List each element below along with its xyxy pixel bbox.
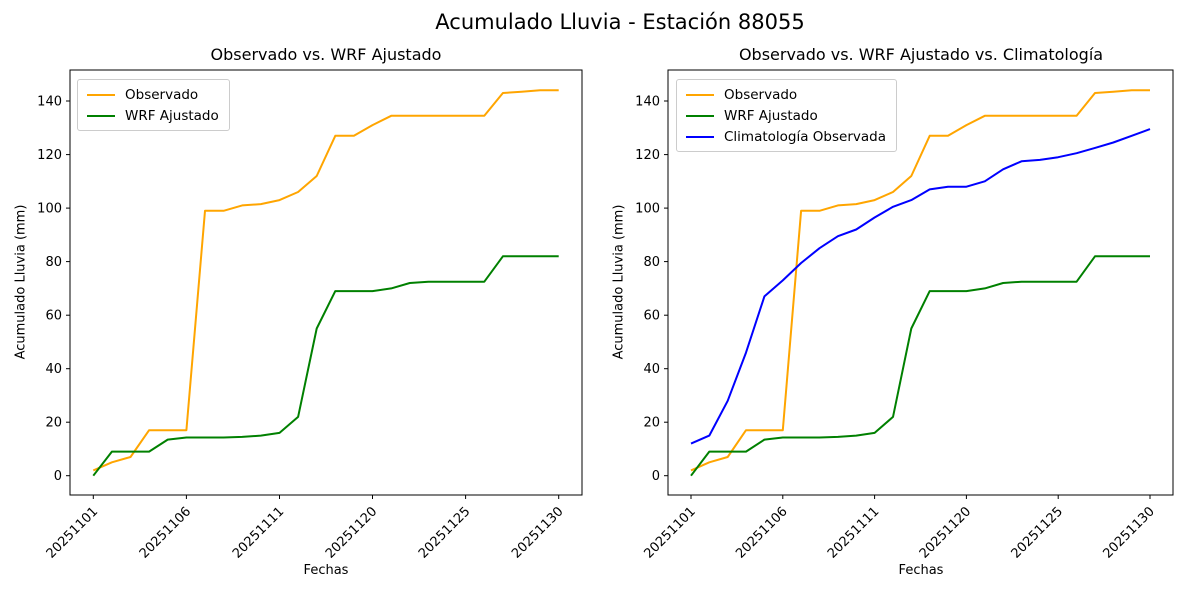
series-line-climatologia-observada <box>690 128 1151 445</box>
y-tick-label: 60 <box>45 309 62 324</box>
series-line-observado <box>92 89 559 472</box>
subplot-right-ylabel: Acumulado Lluvia (mm) <box>611 204 627 360</box>
x-tick-label: 20251130 <box>1100 504 1157 561</box>
y-tick-label: 120 <box>37 148 62 163</box>
subplot-left-ylabel: Acumulado Lluvia (mm) <box>13 204 29 360</box>
y-tick-label: 80 <box>45 255 62 270</box>
y-tick-label: 140 <box>635 95 660 110</box>
x-tick-label: 20251106 <box>733 504 790 561</box>
x-tick-label: 20251125 <box>1009 504 1066 561</box>
x-tick-label: 20251106 <box>137 504 194 561</box>
x-tick-label: 20251111 <box>230 504 287 561</box>
x-tick-label: 20251120 <box>323 504 380 561</box>
y-tick-label: 100 <box>37 202 62 217</box>
legend-line-swatch <box>87 93 115 96</box>
subplot-left-title: Observado vs. WRF Ajustado <box>210 45 442 64</box>
x-tick-label: 20251111 <box>825 504 882 561</box>
x-tick-label: 20251101 <box>44 504 101 561</box>
legend-item: Observado <box>686 84 886 105</box>
subplot-right-xlabel: Fechas <box>898 563 944 578</box>
y-tick-label: 20 <box>643 416 660 431</box>
x-tick-label: 20251120 <box>917 504 974 561</box>
y-tick-label: 120 <box>635 148 660 163</box>
axes-frame <box>667 69 1174 496</box>
series-line-wrf-ajustado <box>690 255 1150 477</box>
subplot-right-title: Observado vs. WRF Ajustado vs. Climatolo… <box>738 45 1104 64</box>
series-line-wrf-ajustado <box>92 255 559 477</box>
legend-label: WRF Ajustado <box>125 107 219 124</box>
legend-line-swatch <box>686 93 714 96</box>
legend-label: Observado <box>724 86 798 103</box>
subplot-left-legend: Observado WRF Ajustado <box>77 79 230 131</box>
legend-line-swatch <box>686 114 714 117</box>
legend-item: Observado <box>87 84 219 105</box>
x-tick-label: 20251130 <box>509 504 566 561</box>
subplot-left-axes: 0 20 40 60 80 100 120 140 20251101 20251106 202511… <box>37 69 583 562</box>
series-line-observado <box>690 89 1150 472</box>
subplot-left-xlabel: Fechas <box>303 563 349 578</box>
legend-line-swatch <box>686 135 714 138</box>
legend-label: WRF Ajustado <box>724 107 818 124</box>
x-tick-label: 20251125 <box>416 504 473 561</box>
y-tick-label: 100 <box>635 202 660 217</box>
legend-label: Climatología Observada <box>724 128 886 145</box>
axes-frame <box>69 69 583 496</box>
y-tick-label: 140 <box>37 95 62 110</box>
subplot-right-legend: Observado WRF Ajustado Climatología Obse… <box>676 79 897 152</box>
y-tick-label: 0 <box>54 469 62 484</box>
legend-label: Observado <box>125 86 199 103</box>
y-tick-label: 40 <box>45 362 62 377</box>
legend-item: Climatología Observada <box>686 126 886 147</box>
y-tick-label: 20 <box>45 416 62 431</box>
figure-title: Acumulado Lluvia - Estación 88055 <box>435 10 805 34</box>
y-tick-label: 60 <box>643 309 660 324</box>
x-tick-label: 20251101 <box>641 504 698 561</box>
y-tick-label: 0 <box>652 469 660 484</box>
y-tick-label: 80 <box>643 255 660 270</box>
y-tick-label: 40 <box>643 362 660 377</box>
legend-item: WRF Ajustado <box>87 105 219 126</box>
legend-line-swatch <box>87 114 115 117</box>
legend-item: WRF Ajustado <box>686 105 886 126</box>
